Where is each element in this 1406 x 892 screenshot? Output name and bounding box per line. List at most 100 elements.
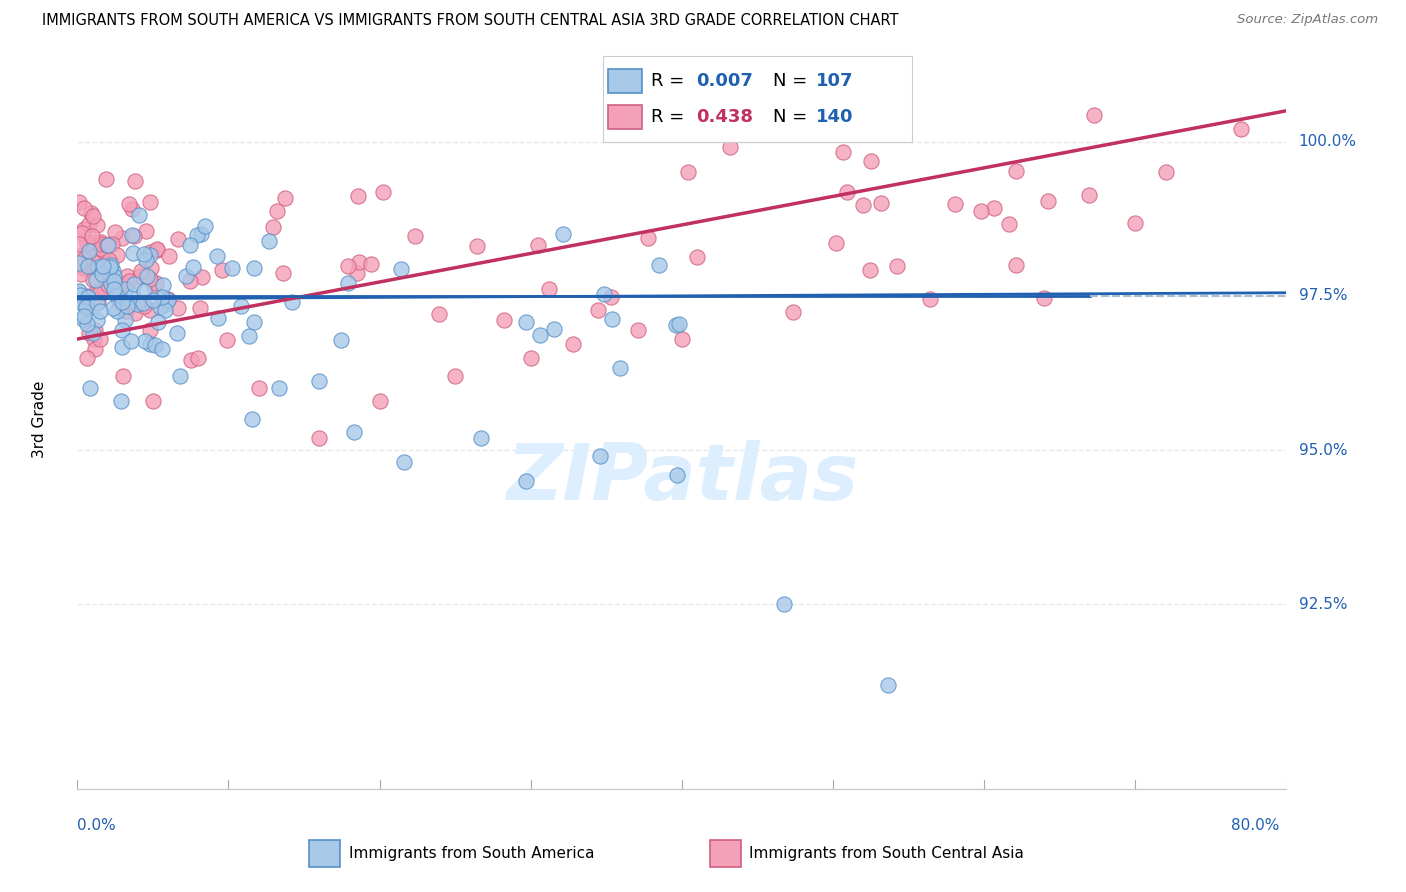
- Point: [90, 235, 112, 250]
- Point: [153, 297, 176, 311]
- Point: [107, 293, 129, 308]
- Point: [135, 268, 157, 283]
- Point: [343, 425, 366, 439]
- Point: [115, 303, 138, 318]
- Point: [73, 252, 96, 266]
- Point: [122, 289, 145, 303]
- Point: [128, 269, 150, 284]
- Point: [121, 296, 143, 310]
- Point: [561, 336, 583, 351]
- Point: [120, 334, 142, 348]
- Point: [76, 289, 98, 303]
- Point: [637, 230, 659, 244]
- Point: [122, 245, 145, 260]
- Point: [825, 236, 848, 251]
- Point: [103, 269, 125, 284]
- Point: [207, 311, 229, 326]
- Point: [148, 315, 170, 329]
- Point: [89, 332, 111, 346]
- Point: [76, 235, 98, 250]
- Point: [157, 292, 180, 306]
- Point: [84, 323, 107, 337]
- Point: [188, 301, 211, 315]
- Text: 92.5%: 92.5%: [1299, 597, 1347, 612]
- Point: [337, 276, 360, 290]
- Point: [111, 369, 134, 384]
- Point: [179, 274, 201, 288]
- Point: [100, 277, 122, 291]
- Text: Immigrants from South America: Immigrants from South America: [349, 847, 595, 861]
- Text: 3rd Grade: 3rd Grade: [32, 381, 46, 458]
- Point: [77, 326, 100, 341]
- Point: [91, 260, 114, 274]
- Point: [190, 269, 212, 284]
- Point: [100, 237, 122, 252]
- Point: [77, 259, 100, 273]
- Point: [373, 185, 395, 199]
- Point: [211, 263, 233, 277]
- Point: [67, 236, 90, 251]
- Point: [157, 249, 180, 263]
- Point: [647, 259, 669, 273]
- Point: [67, 285, 90, 299]
- Point: [69, 288, 91, 302]
- Point: [515, 315, 537, 329]
- Point: [72, 311, 94, 326]
- Point: [852, 197, 875, 211]
- Point: [1083, 108, 1105, 122]
- Point: [166, 326, 188, 341]
- Point: [609, 361, 631, 376]
- Point: [187, 351, 209, 365]
- Point: [527, 238, 550, 252]
- Point: [91, 267, 114, 281]
- Point: [111, 230, 134, 244]
- Point: [149, 300, 172, 314]
- Text: 80.0%: 80.0%: [1232, 818, 1279, 832]
- Point: [139, 247, 162, 261]
- Point: [118, 274, 141, 288]
- Point: [124, 174, 146, 188]
- Point: [190, 227, 212, 241]
- Point: [91, 244, 114, 258]
- Point: [143, 279, 166, 293]
- Point: [492, 312, 515, 326]
- Point: [832, 145, 855, 160]
- Point: [145, 243, 167, 257]
- Point: [122, 229, 145, 244]
- Point: [135, 224, 157, 238]
- Point: [205, 249, 228, 263]
- Point: [124, 306, 146, 320]
- Point: [150, 342, 173, 356]
- Point: [145, 277, 167, 291]
- Point: [666, 467, 689, 482]
- Point: [96, 172, 118, 186]
- Point: [97, 268, 120, 283]
- Point: [859, 263, 882, 277]
- Point: [87, 260, 110, 274]
- Point: [132, 247, 155, 261]
- Text: Source: ZipAtlas.com: Source: ZipAtlas.com: [1237, 13, 1378, 27]
- Point: [782, 304, 804, 318]
- Text: ZIPatlas: ZIPatlas: [506, 441, 858, 516]
- Point: [167, 301, 190, 315]
- Point: [886, 260, 908, 274]
- Point: [83, 235, 105, 249]
- Point: [104, 226, 127, 240]
- Point: [77, 243, 100, 257]
- Point: [87, 294, 110, 309]
- Point: [269, 381, 291, 395]
- Point: [90, 236, 112, 251]
- Point: [82, 273, 104, 287]
- Point: [444, 369, 467, 384]
- Text: 0.0%: 0.0%: [77, 818, 117, 832]
- Point: [589, 449, 612, 463]
- Point: [150, 290, 173, 304]
- Point: [273, 191, 295, 205]
- Point: [1154, 165, 1177, 179]
- Point: [139, 336, 162, 351]
- Point: [676, 165, 699, 179]
- Point: [72, 222, 94, 236]
- Point: [686, 250, 709, 264]
- Point: [86, 284, 108, 298]
- Point: [87, 253, 110, 268]
